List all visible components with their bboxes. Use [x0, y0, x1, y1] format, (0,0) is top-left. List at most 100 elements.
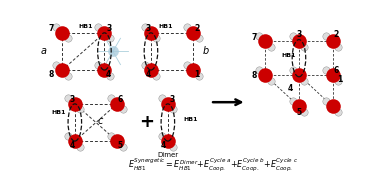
- Point: [101, 31, 107, 34]
- Point: [153, 37, 160, 40]
- Text: a: a: [40, 46, 46, 56]
- Text: HB1: HB1: [158, 24, 173, 29]
- Point: [142, 26, 148, 29]
- Point: [53, 26, 59, 29]
- Point: [65, 37, 71, 40]
- Point: [335, 45, 341, 48]
- Point: [290, 100, 296, 102]
- Point: [268, 79, 274, 82]
- Point: [301, 79, 307, 82]
- Text: 3: 3: [296, 30, 302, 39]
- Point: [268, 45, 274, 48]
- Point: [190, 31, 196, 34]
- Point: [190, 69, 196, 71]
- Text: HB1: HB1: [51, 110, 66, 115]
- Text: $E_{HB1}^{Synergetic}$$=E_{HB1}^{Dimer}$$+E_{Coop.}^{Cycle\ a}$$+E_{Coop.}^{Cycl: $E_{HB1}^{Synergetic}$$=E_{HB1}^{Dimer}$…: [128, 156, 298, 173]
- Text: HB1: HB1: [79, 24, 93, 29]
- Text: HB1: HB1: [183, 117, 198, 122]
- Point: [170, 145, 177, 148]
- Point: [65, 74, 71, 77]
- Point: [290, 34, 296, 37]
- Point: [296, 74, 302, 77]
- Point: [53, 63, 59, 66]
- Point: [77, 108, 83, 111]
- Point: [184, 26, 190, 29]
- Point: [256, 68, 262, 71]
- Point: [110, 50, 116, 53]
- Point: [59, 69, 65, 71]
- Text: 4: 4: [106, 70, 111, 79]
- Point: [65, 134, 71, 137]
- Text: 1: 1: [337, 75, 342, 84]
- Text: c: c: [98, 116, 103, 126]
- Point: [330, 105, 336, 108]
- Point: [108, 97, 114, 100]
- Text: 3: 3: [70, 95, 75, 104]
- Text: 4: 4: [161, 141, 166, 150]
- Point: [301, 45, 307, 48]
- Point: [324, 34, 330, 37]
- Point: [107, 37, 113, 40]
- Text: 3: 3: [169, 95, 175, 104]
- Text: 8: 8: [251, 71, 257, 80]
- Point: [335, 110, 341, 113]
- Point: [158, 97, 164, 100]
- Point: [262, 40, 268, 43]
- Point: [72, 102, 78, 105]
- Point: [170, 108, 177, 111]
- Point: [59, 31, 65, 34]
- Text: 5: 5: [296, 108, 302, 117]
- Text: 6: 6: [333, 66, 339, 75]
- Text: 4: 4: [146, 70, 151, 79]
- Text: 4: 4: [70, 141, 75, 150]
- Point: [165, 140, 171, 142]
- Point: [107, 74, 113, 77]
- Point: [65, 97, 71, 100]
- Text: 2: 2: [333, 30, 339, 39]
- Point: [108, 134, 114, 137]
- Text: 4: 4: [288, 84, 293, 93]
- Point: [95, 26, 101, 29]
- Text: 6: 6: [118, 95, 123, 104]
- Text: HB1: HB1: [282, 53, 296, 58]
- Text: 7: 7: [251, 33, 257, 42]
- Point: [301, 110, 307, 113]
- Point: [114, 140, 120, 142]
- Point: [148, 69, 154, 71]
- Point: [119, 108, 125, 111]
- Point: [335, 79, 341, 82]
- Text: +: +: [139, 113, 154, 132]
- Point: [148, 31, 154, 34]
- Point: [196, 37, 202, 40]
- Point: [153, 74, 160, 77]
- Point: [101, 69, 107, 71]
- Point: [184, 63, 190, 66]
- Point: [196, 74, 202, 77]
- Point: [158, 134, 164, 137]
- Point: [95, 63, 101, 66]
- Text: 1: 1: [194, 70, 199, 79]
- Point: [142, 63, 148, 66]
- Text: Dimer: Dimer: [157, 152, 178, 158]
- Text: 3: 3: [106, 24, 111, 33]
- Point: [330, 40, 336, 43]
- Point: [72, 140, 78, 142]
- Point: [262, 74, 268, 77]
- Point: [77, 145, 83, 148]
- Text: 3: 3: [146, 24, 151, 33]
- Text: 5: 5: [118, 141, 123, 150]
- Point: [296, 105, 302, 108]
- Point: [114, 102, 120, 105]
- Text: 7: 7: [48, 24, 54, 33]
- Text: 2: 2: [194, 24, 199, 33]
- Point: [330, 74, 336, 77]
- Point: [165, 102, 171, 105]
- Point: [324, 68, 330, 71]
- Text: b: b: [203, 46, 209, 56]
- Point: [296, 40, 302, 43]
- Point: [119, 145, 125, 148]
- Point: [290, 68, 296, 71]
- Point: [324, 100, 330, 102]
- Point: [256, 34, 262, 37]
- Text: 8: 8: [48, 70, 54, 79]
